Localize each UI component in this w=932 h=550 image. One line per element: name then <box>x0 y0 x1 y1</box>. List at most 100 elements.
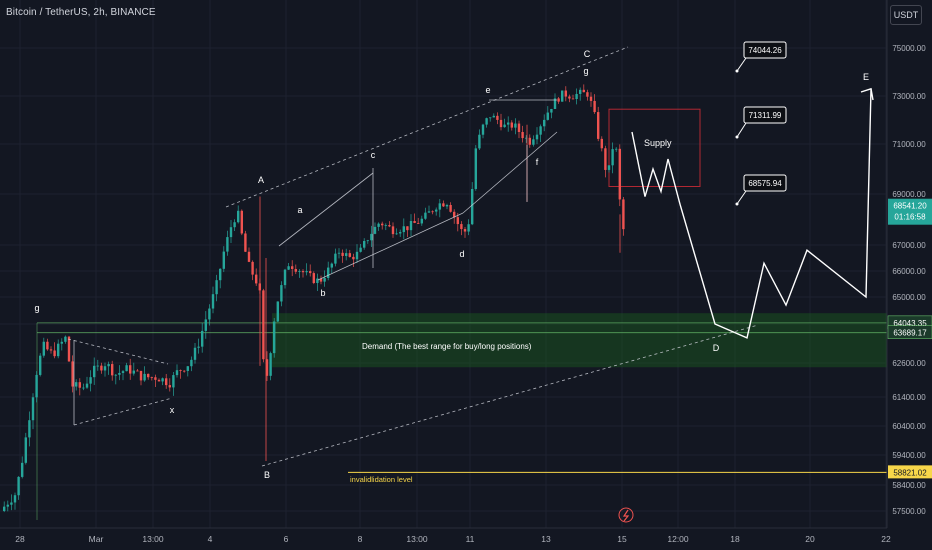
candle-body <box>60 341 63 344</box>
candle <box>100 362 103 374</box>
candle <box>211 286 215 314</box>
price-tick-label: 67000.00 <box>892 241 926 250</box>
candle-body <box>143 373 146 381</box>
candle <box>143 366 146 382</box>
candle-body <box>492 115 495 118</box>
candle <box>175 364 179 378</box>
time-tick-label: 18 <box>730 534 740 544</box>
candle-body <box>42 341 45 356</box>
channel-line-ef <box>462 131 558 214</box>
candle-body <box>118 372 121 375</box>
candle-body <box>528 137 531 145</box>
candle <box>571 94 575 100</box>
candle <box>467 219 470 236</box>
price-tag: 58821.02 <box>888 465 932 479</box>
price-tick-label: 75000.00 <box>892 44 926 53</box>
candle <box>384 223 387 231</box>
price-tick-label: 58400.00 <box>892 481 926 490</box>
candle <box>107 361 110 375</box>
candle-body <box>399 232 402 234</box>
candle <box>453 209 456 224</box>
candle-body <box>345 253 348 256</box>
candle-body <box>571 98 575 100</box>
candle <box>280 281 283 307</box>
candle-body <box>136 370 139 372</box>
candle-body <box>510 122 513 128</box>
candle <box>539 124 542 142</box>
candle <box>399 229 402 237</box>
candle <box>323 270 326 287</box>
candle <box>190 356 193 372</box>
candle-body <box>132 370 135 374</box>
candle <box>219 268 222 289</box>
projection-path <box>631 87 874 339</box>
candle-body <box>21 462 24 477</box>
candle-body <box>467 224 470 232</box>
wave-label: d <box>459 249 464 259</box>
candle <box>337 248 341 259</box>
wave-label: c <box>371 150 376 160</box>
candle-body <box>215 280 218 295</box>
candle <box>427 205 431 213</box>
candle <box>197 338 200 354</box>
candle <box>226 230 229 256</box>
candle-body <box>298 271 301 272</box>
candle <box>168 378 171 392</box>
candle-body <box>154 377 157 380</box>
wave-label: b <box>320 288 325 298</box>
time-tick-label: 8 <box>358 534 363 544</box>
candle <box>161 377 164 386</box>
candle <box>442 200 445 208</box>
candle-body <box>172 375 175 388</box>
target-dot <box>735 202 739 206</box>
candle-body <box>229 227 233 238</box>
candle-body <box>363 240 366 248</box>
candle-body <box>485 118 488 125</box>
candle <box>445 203 449 210</box>
candle <box>17 476 20 500</box>
candle-body <box>546 112 549 120</box>
candle <box>114 374 117 385</box>
candle-body <box>550 108 553 113</box>
candle <box>460 221 463 236</box>
candle-body <box>463 229 467 232</box>
candle <box>201 322 204 353</box>
target-box <box>743 106 787 124</box>
candle <box>276 301 279 323</box>
candle <box>172 372 175 396</box>
candle-body <box>262 290 265 360</box>
candle <box>593 94 596 114</box>
candle-body <box>6 504 9 507</box>
candle-body <box>352 256 355 260</box>
candle-body <box>10 502 13 505</box>
candle-body <box>553 98 557 109</box>
candle-body <box>114 374 117 376</box>
candle <box>103 362 107 377</box>
candle-body <box>17 476 20 496</box>
candle-body <box>568 96 571 99</box>
candle-body <box>31 397 35 421</box>
candle-body <box>67 336 71 362</box>
candle-body <box>294 268 297 272</box>
candle-body <box>125 365 128 372</box>
candle <box>568 94 571 103</box>
candle <box>309 264 312 277</box>
candles <box>3 84 625 513</box>
currency-button[interactable]: USDT <box>890 5 922 25</box>
candle-body <box>535 134 539 140</box>
candle-body <box>575 93 578 100</box>
candle <box>615 147 618 152</box>
price-tick-label: 60400.00 <box>892 422 926 431</box>
candle-body <box>82 387 85 389</box>
candle-body <box>589 96 593 101</box>
candle <box>618 144 621 207</box>
level-price-tag <box>887 325 932 339</box>
candle <box>575 88 578 105</box>
candle-body <box>28 420 31 438</box>
price-tick-label: 66000.00 <box>892 267 926 276</box>
candle-body <box>168 385 171 388</box>
candle-body <box>190 359 193 367</box>
candle-body <box>49 349 53 351</box>
candle <box>121 370 125 381</box>
